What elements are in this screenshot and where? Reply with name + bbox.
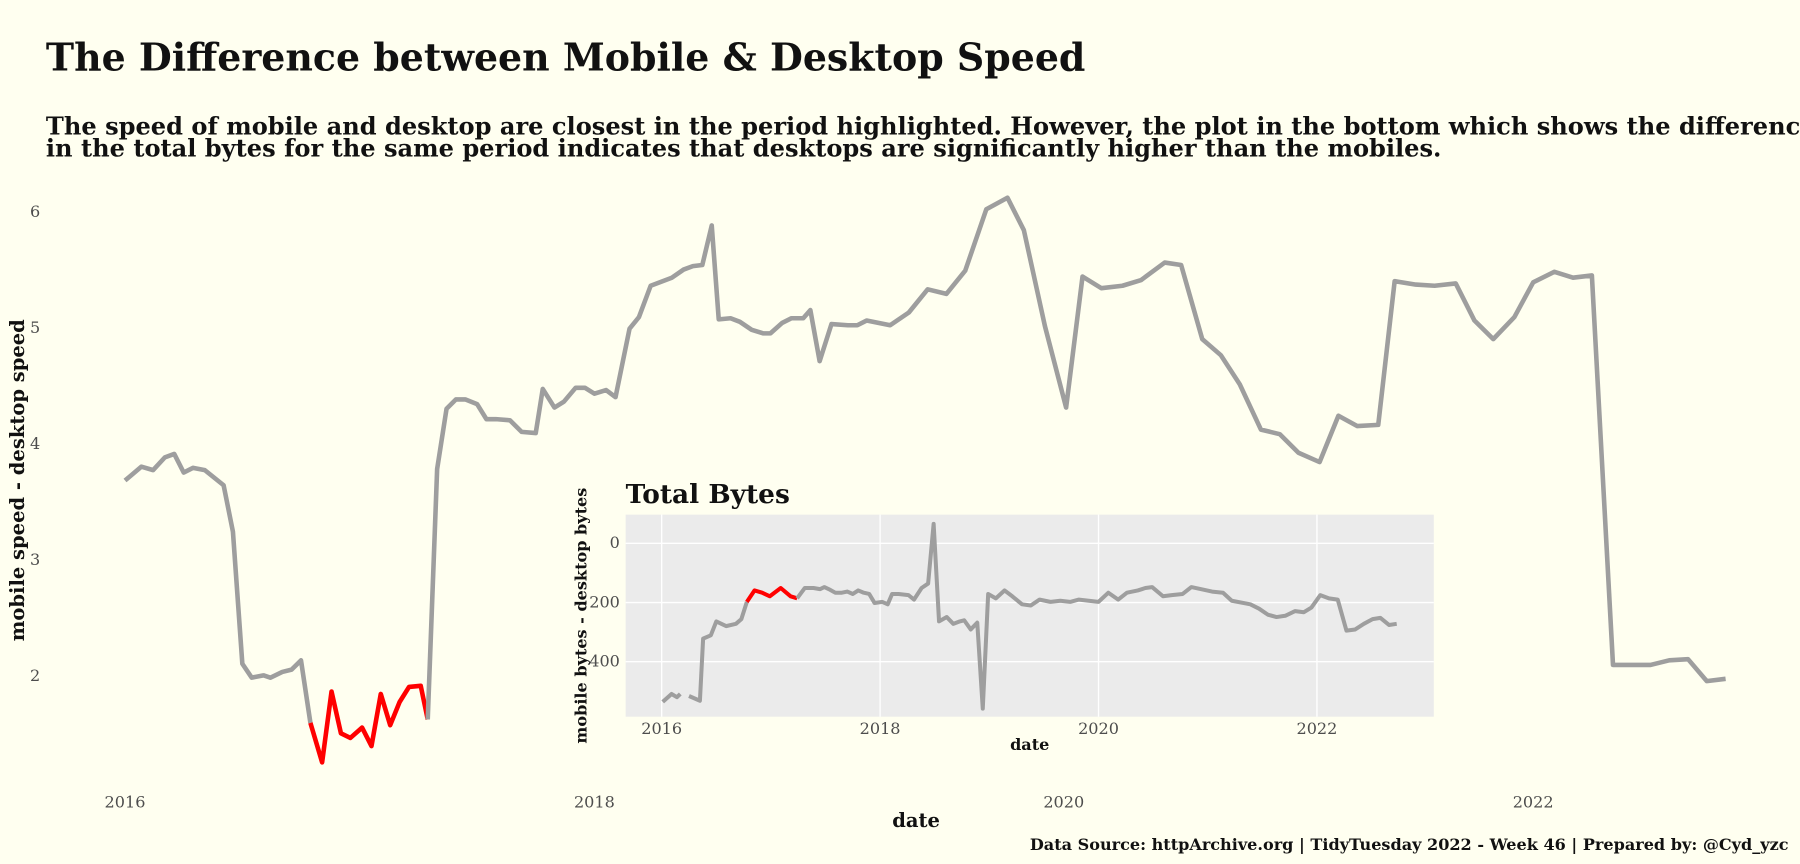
y-tick-label: 5 [30,318,40,337]
inset-title: Total Bytes [626,479,790,510]
subtitle-line: The speed of mobile and desktop are clos… [46,112,1800,141]
y-tick-label: 400 [589,651,620,670]
y-tick-label: 2 [30,666,40,685]
inset-x-axis-title: date [1010,735,1049,754]
data-line [308,683,430,765]
data-line [661,691,682,704]
chart-title: The Difference between Mobile & Desktop … [46,34,1086,79]
x-tick-label: 2016 [641,719,682,738]
x-tick-label: 2020 [1078,719,1119,738]
data-line [688,601,749,703]
x-tick-label: 2022 [1296,719,1337,738]
subtitle-line: in the total bytes for the same period i… [46,133,1442,162]
x-tick-label: 2016 [105,792,146,811]
inset-y-axis-title: mobile bytes - desktop bytes [572,488,591,744]
data-line [425,195,1726,720]
data-line [123,451,313,724]
plot-panel [625,514,1434,717]
x-tick-label: 2022 [1513,792,1554,811]
data-line [795,521,1398,711]
data-line [745,585,798,604]
y-tick-label: 4 [30,434,40,453]
x-axis-title: date [892,809,940,832]
y-tick-label: 200 [589,592,620,611]
y-axis-title: mobile speed - desktop speed [6,319,29,641]
y-tick-label: 3 [30,550,40,569]
x-tick-label: 2018 [860,719,901,738]
y-tick-label: 6 [30,202,40,221]
x-tick-label: 2018 [574,792,615,811]
caption: Data Source: httpArchive.org | TidyTuesd… [1030,835,1789,854]
x-tick-label: 2020 [1043,792,1084,811]
y-tick-label: 0 [610,533,620,552]
